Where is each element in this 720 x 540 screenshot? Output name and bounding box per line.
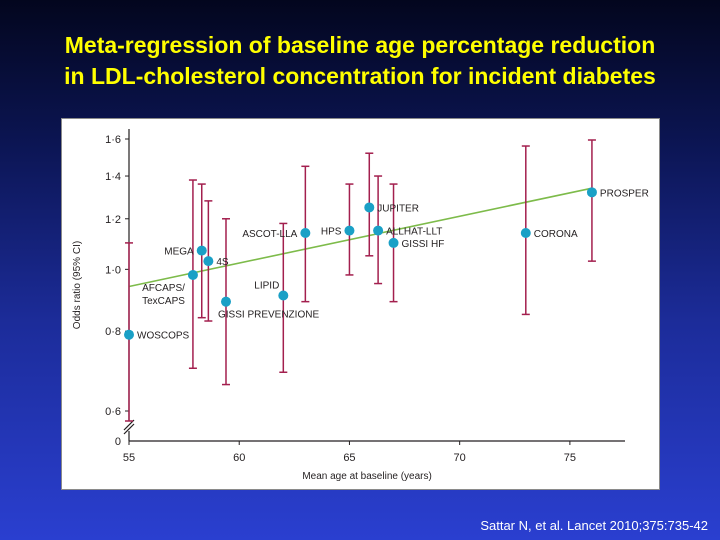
y-tick-label: 1·6 bbox=[105, 134, 121, 146]
point-label-jupiter: JUPITER bbox=[377, 203, 419, 214]
data-point-jupiter bbox=[364, 202, 375, 213]
error-bars bbox=[125, 139, 596, 422]
point-label-woscops: WOSCOPS bbox=[137, 331, 190, 342]
chart-panel: 0·6 0·8 1·0 1·2 1·4 1·6 0 55 60 65 70 75 WOSCOPS AFC… bbox=[61, 118, 660, 490]
y-tick-label: 1·4 bbox=[105, 171, 121, 183]
data-point-gissi-hf bbox=[388, 237, 399, 248]
axes: 0·6 0·8 1·0 1·2 1·4 1·6 055 60 65 70 75 bbox=[105, 129, 625, 464]
point-label-allhat-llt: ALLHAT-LLT bbox=[386, 227, 442, 238]
point-label-hps: HPS bbox=[321, 227, 342, 238]
data-point-woscops bbox=[124, 329, 134, 340]
x-tick-label: 75 bbox=[564, 452, 576, 464]
point-labels: WOSCOPS AFCAPS/TexCAPS MEGA 4S GISSI PREVENZ… bbox=[137, 188, 649, 341]
citation: Sattar N, et al. Lancet 2010;375:735-42 bbox=[480, 518, 708, 533]
data-point-gissi-prevenzione bbox=[220, 296, 231, 307]
slide-title-line-1: Meta-regression of baseline age percenta… bbox=[64, 32, 656, 58]
data-point-lipid bbox=[278, 290, 289, 301]
data-point-4s bbox=[203, 256, 214, 267]
y-tick-label-zero: 0 bbox=[115, 436, 121, 448]
y-tick-label: 0·8 bbox=[105, 326, 121, 338]
point-label-extra-afcaps: TexCAPS bbox=[142, 296, 185, 307]
data-point-hps bbox=[344, 225, 355, 236]
x-tick-label: 55 bbox=[123, 452, 135, 464]
data-point-prosper bbox=[586, 187, 597, 198]
data-point-allhat-llt bbox=[373, 225, 384, 236]
point-label-ascot-lla: ASCOT-LLA bbox=[242, 229, 297, 240]
y-tick-label: 1·2 bbox=[105, 214, 121, 226]
meta-regression-chart: 0·6 0·8 1·0 1·2 1·4 1·6 055 60 65 70 75 WOSCOPS AFC… bbox=[72, 129, 649, 482]
data-point-mega bbox=[196, 245, 207, 256]
data-point-corona bbox=[520, 228, 531, 239]
point-label-mega: MEGA bbox=[164, 247, 194, 258]
y-axis-break-mark-2 bbox=[123, 423, 135, 435]
point-label-lipid: LIPID bbox=[254, 280, 279, 291]
x-tick-label: 60 bbox=[233, 452, 245, 464]
y-tick-label: 1·0 bbox=[105, 264, 121, 276]
trend-line bbox=[128, 187, 593, 288]
point-label-afcaps: AFCAPS/ bbox=[142, 283, 185, 294]
point-label-corona: CORONA bbox=[534, 229, 578, 240]
point-label-gissi-prevenzione: GISSI PREVENZIONE bbox=[218, 310, 319, 321]
x-tick-label: 65 bbox=[343, 452, 355, 464]
slide-title: Meta-regression of baseline age percenta… bbox=[0, 30, 720, 92]
y-tick-label: 0·6 bbox=[105, 406, 121, 418]
data-point-ascot-lla bbox=[300, 228, 311, 239]
y-axis-title: Odds ratio (95% CI) bbox=[72, 241, 83, 329]
point-label-prosper: PROSPER bbox=[600, 188, 649, 199]
data-point-afcaps bbox=[187, 269, 198, 280]
point-label-4s: 4S bbox=[216, 257, 229, 268]
x-tick-label: 70 bbox=[454, 452, 466, 464]
point-label-gissi-hf: GISSI HF bbox=[402, 239, 445, 250]
x-axis-title: Mean age at baseline (years) bbox=[302, 471, 432, 482]
slide-title-line-2: in LDL-cholesterol concentration for inc… bbox=[64, 63, 656, 89]
data-points bbox=[124, 187, 597, 340]
